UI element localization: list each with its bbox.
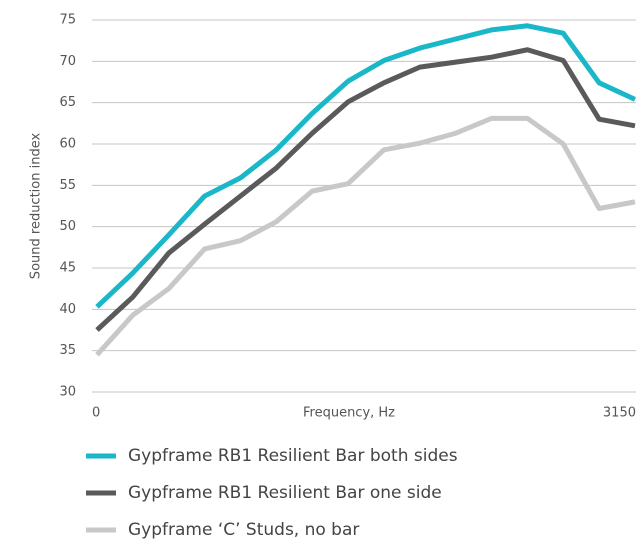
series-line	[95, 47, 636, 332]
legend-label: Gypframe RB1 Resilient Bar both sides	[128, 446, 458, 466]
series-line	[95, 115, 636, 357]
y-tick-label: 50	[59, 219, 76, 234]
y-tick-label: 70	[59, 54, 76, 69]
y-tick-label: 55	[59, 178, 76, 193]
y-axis-label: Sound reduction index	[29, 133, 44, 280]
y-tick-label: 40	[59, 302, 76, 317]
y-tick-label: 30	[59, 385, 76, 400]
x-axis-label: Frequency, Hz	[303, 406, 395, 421]
y-tick-label: 45	[59, 261, 76, 276]
y-tick-label: 35	[59, 343, 76, 358]
y-tick-label: 60	[59, 137, 76, 152]
series-line	[95, 23, 637, 309]
y-tick-label: 75	[59, 13, 76, 28]
y-tick-label: 65	[59, 95, 76, 110]
legend-label: Gypframe ‘C’ Studs, no bar	[128, 520, 359, 540]
x-tick-label: 0	[92, 406, 100, 421]
x-tick-label: 3150	[603, 406, 636, 421]
legend-label: Gypframe RB1 Resilient Bar one side	[128, 483, 442, 503]
